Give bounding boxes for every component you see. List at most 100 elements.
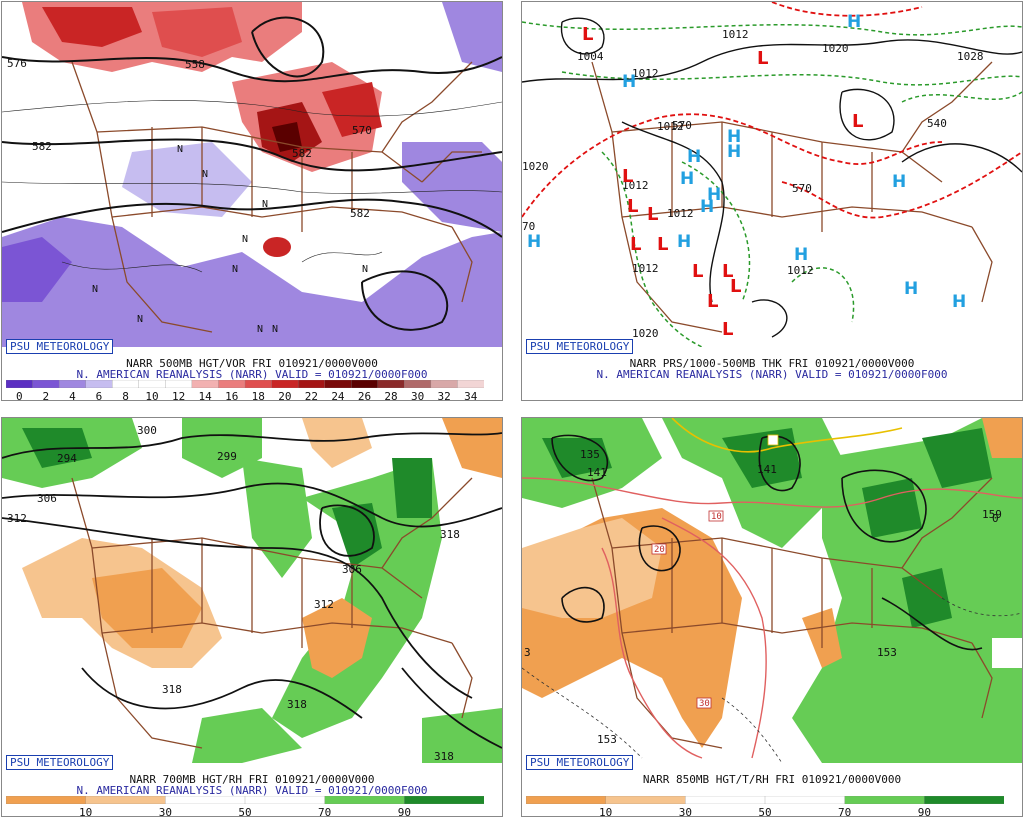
low-marker: L: [622, 166, 633, 187]
thickness-label: 570: [672, 119, 692, 132]
colorbar-swatch: [85, 796, 166, 804]
low-marker: L: [757, 48, 768, 69]
isobar-label: 1012: [657, 120, 684, 133]
isobar-label: 1012: [632, 262, 659, 275]
isobar-label: 1020: [522, 160, 549, 173]
colorbar-label: 70: [838, 806, 852, 817]
colorbar-label: 6: [95, 390, 103, 401]
psu-badge: PSU METEOROLOGY: [526, 755, 634, 770]
colorbar-label: 90: [917, 806, 931, 817]
colorbar-label: 26: [357, 390, 372, 401]
low-marker: L: [722, 261, 733, 282]
thickness-label: 570: [792, 182, 812, 195]
contour-label: 318: [434, 750, 454, 763]
low-marker: L: [707, 291, 718, 312]
psu-badge: PSU METEOROLOGY: [6, 755, 114, 770]
low-marker: L: [647, 204, 658, 225]
map-pressure: 1004 1012 1012 1012 1012 1012 1012 1012 …: [522, 2, 1022, 347]
isobar-label: 1004: [577, 50, 604, 63]
colorbar-swatch: [404, 380, 432, 388]
colorbar-label: 0: [15, 390, 23, 401]
colorbar-swatch: [218, 380, 246, 388]
panel-subtitle: N. AMERICAN REANALYSIS (NARR) VALID = 01…: [76, 784, 428, 797]
low-marker: L: [657, 234, 668, 255]
colorbar-swatch: [457, 380, 484, 388]
colorbar-swatch: [526, 796, 607, 804]
map-mark: N: [262, 199, 268, 210]
colorbar-swatch: [165, 796, 246, 804]
high-marker: H: [680, 169, 694, 189]
map-mark: N: [242, 234, 248, 245]
colorbar-swatches: [6, 380, 484, 388]
colorbar-swatch: [844, 796, 925, 804]
map-mark: N: [232, 264, 238, 275]
contour-label: 582: [32, 140, 52, 153]
colorbar-swatch: [605, 796, 686, 804]
panel-850mb-t-rh: 135 141 141 0 153 153 159 3 10 20 30 PSU…: [521, 417, 1023, 817]
isobar-label: 1012: [622, 179, 649, 192]
colorbar-swatch: [924, 796, 1004, 804]
contour-label: 0: [992, 512, 999, 525]
colorbar-label: 14: [198, 390, 212, 401]
high-marker: H: [527, 232, 541, 252]
contour-label: 318: [162, 683, 182, 696]
colorbar-swatch: [244, 796, 326, 804]
colorbar-label: 50: [238, 806, 252, 817]
contour-label: 306: [37, 492, 57, 505]
colorbar-label: 90: [397, 806, 411, 817]
colorbar-label: 22: [304, 390, 318, 401]
colorbar-label: 18: [251, 390, 265, 401]
high-marker: H: [707, 185, 721, 205]
map-mark: N: [257, 324, 263, 335]
contour-label: 153: [877, 646, 897, 659]
high-marker: H: [677, 232, 691, 252]
contour-label: 141: [587, 466, 607, 479]
colorbar-swatch: [32, 380, 60, 388]
map-700mb: 294 300 306 312 299 318 306 312 318 318 …: [2, 418, 502, 763]
contour-label: 153: [597, 733, 617, 746]
colorbar-swatch: [297, 380, 326, 388]
colorbar-labels: 10 30 50 70 90: [526, 806, 1004, 817]
isobar-label: 1012: [787, 264, 814, 277]
colorbar-swatch: [685, 796, 766, 804]
colorbar: [6, 796, 484, 804]
colorbar-swatch: [324, 796, 405, 804]
contour-label: 159: [982, 508, 1002, 521]
colorbar-label: 50: [758, 806, 772, 817]
colorbar-label: 32: [437, 390, 451, 401]
colorbar-label: 28: [384, 390, 398, 401]
panel-pressure-thickness: 1004 1012 1012 1012 1012 1012 1012 1012 …: [521, 1, 1023, 401]
contour-label: 570: [352, 124, 372, 137]
colorbar-label: 30: [678, 806, 692, 817]
panel-title: NARR PRS/1000-500MB THK FRI 010921/0000V…: [629, 357, 915, 370]
isotherm-label: 30: [699, 699, 710, 709]
panel-title: NARR 850MB HGT/T/RH FRI 010921/0000V000: [642, 773, 902, 786]
colorbar-label: 70: [318, 806, 332, 817]
colorbar-label: 2: [42, 390, 50, 401]
isobar-label: 1020: [632, 327, 659, 340]
colorbar-swatch: [165, 380, 193, 388]
high-marker: H: [727, 127, 741, 147]
colorbar-swatch: [404, 796, 484, 804]
map-mark: N: [272, 324, 278, 335]
colorbar-label: 30: [410, 390, 425, 401]
colorbar-swatch: [430, 380, 459, 388]
low-marker: L: [722, 319, 733, 340]
colorbar-swatch: [271, 380, 299, 388]
colorbar-swatch: [377, 380, 405, 388]
high-marker: H: [687, 147, 701, 167]
contour-label: 312: [7, 512, 27, 525]
colorbar-label: 16: [225, 390, 239, 401]
panel-500mb-vorticity: 576 558 582 582 570 582 N N N N N N N N …: [1, 1, 503, 401]
contour-label: 582: [350, 207, 370, 220]
colorbar: [6, 380, 484, 388]
map-mark: N: [202, 169, 208, 180]
map-850mb: 135 141 141 0 153 153 159 3 10 20 30: [522, 418, 1022, 763]
map-mark: N: [177, 144, 183, 155]
colorbar-label: 4: [69, 390, 76, 401]
colorbar-swatch: [112, 380, 140, 388]
colorbar-swatch: [764, 796, 846, 804]
low-marker: L: [730, 276, 741, 297]
isobar-label: 1028: [957, 50, 984, 63]
low-marker: L: [852, 111, 863, 132]
